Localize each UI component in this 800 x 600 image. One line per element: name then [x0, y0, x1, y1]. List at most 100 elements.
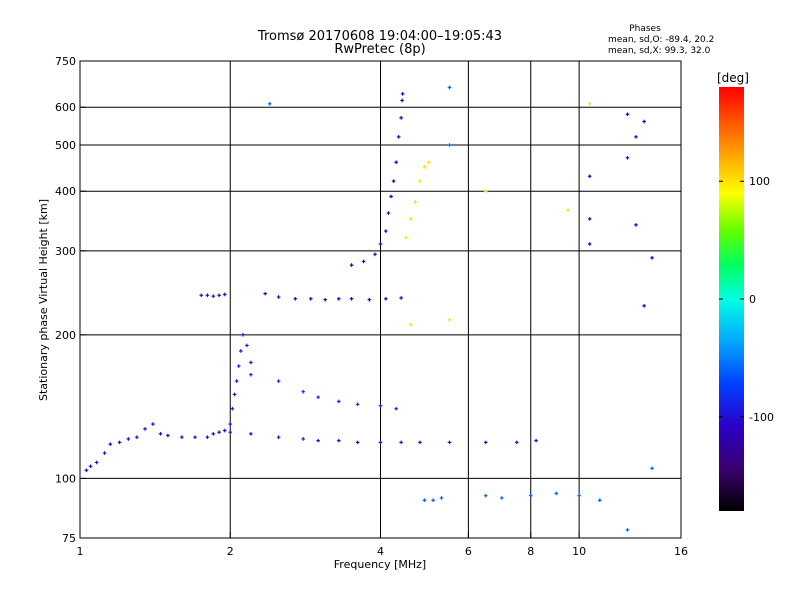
data-point — [249, 372, 253, 377]
data-point — [316, 438, 320, 443]
data-point — [84, 468, 89, 473]
data-point — [293, 296, 298, 301]
colorbar-tick-label: 100 — [749, 175, 770, 188]
data-point — [447, 318, 452, 322]
data-point — [355, 440, 360, 445]
colorbar-label: [deg] — [717, 71, 749, 85]
data-point — [422, 498, 427, 503]
y-tick-label: 200 — [55, 329, 76, 342]
data-point — [361, 259, 366, 264]
data-point — [413, 200, 418, 204]
data-point — [228, 422, 233, 426]
data-point — [205, 435, 210, 440]
data-point — [554, 491, 559, 496]
data-points — [84, 85, 654, 532]
trace — [587, 112, 654, 308]
data-point — [135, 435, 139, 440]
data-point — [394, 406, 398, 411]
y-tick-label: 400 — [55, 185, 76, 198]
colorbar — [719, 87, 744, 511]
data-point — [301, 437, 305, 441]
data-point — [447, 143, 452, 147]
data-point — [88, 464, 93, 469]
data-point — [349, 263, 354, 267]
data-point — [587, 102, 592, 106]
x-tick-label: 1 — [77, 545, 84, 558]
trace — [249, 372, 398, 411]
chart-title: Tromsø 20170608 19:04:00–19:05:43 — [257, 29, 502, 44]
data-point — [378, 403, 383, 408]
data-point — [232, 392, 237, 397]
data-point — [408, 322, 413, 327]
data-point — [211, 294, 216, 298]
data-point — [378, 440, 383, 445]
data-point — [384, 229, 388, 233]
data-point — [316, 395, 320, 399]
data-point — [239, 349, 243, 353]
data-point — [483, 189, 488, 194]
y-tick-label: 300 — [55, 245, 76, 258]
data-point — [399, 440, 403, 445]
data-point — [117, 440, 122, 445]
data-point — [399, 116, 403, 120]
data-point — [408, 217, 413, 221]
data-point — [386, 211, 391, 215]
colorbar-tick-label: -100 — [749, 411, 774, 424]
data-point — [634, 223, 638, 227]
colorbar-tick-label: 0 — [749, 293, 756, 306]
data-point — [431, 498, 435, 503]
data-point — [391, 179, 396, 183]
data-point — [230, 406, 235, 411]
data-point — [625, 528, 630, 532]
data-point — [355, 402, 360, 407]
data-point — [394, 160, 398, 165]
data-point — [634, 135, 638, 139]
data-point — [199, 293, 204, 298]
data-point — [447, 85, 452, 90]
phase-stats-o: mean, sd,O: -89.4, 20.2 — [608, 35, 714, 45]
data-point — [217, 293, 221, 298]
y-tick-label: 600 — [55, 101, 76, 114]
data-point — [276, 295, 281, 299]
data-point — [378, 242, 383, 246]
phase-stats-title: Phases — [629, 24, 661, 34]
data-point — [193, 435, 197, 440]
grid-lines — [80, 61, 681, 538]
data-point — [158, 432, 163, 436]
data-point — [373, 252, 377, 257]
data-point — [400, 98, 404, 103]
data-point — [514, 440, 519, 445]
x-axis-ticks: 1 2 4 6 8 10 16 — [77, 532, 688, 558]
data-point — [642, 119, 646, 124]
y-axis-ticks: 75 100 200 300 400 500 600 750 — [55, 55, 86, 545]
data-point — [483, 493, 488, 498]
data-point — [236, 364, 241, 368]
x-tick-label: 10 — [572, 545, 586, 558]
data-point — [337, 438, 341, 443]
phase-stats-x: mean, sd,X: 99.3, 32.0 — [608, 46, 711, 56]
data-point — [276, 435, 281, 440]
data-point — [418, 440, 422, 445]
data-point — [308, 296, 313, 301]
data-point — [396, 135, 401, 139]
data-point — [439, 496, 444, 500]
data-point — [234, 379, 239, 383]
data-point — [642, 304, 646, 308]
x-tick-label: 4 — [377, 545, 384, 558]
trace — [199, 292, 227, 298]
y-tick-label: 75 — [62, 532, 76, 545]
y-tick-label: 500 — [55, 139, 76, 152]
data-point — [625, 112, 630, 117]
data-point — [500, 496, 504, 500]
data-point — [337, 399, 341, 404]
trace — [404, 102, 592, 327]
data-point — [245, 343, 249, 348]
data-point — [650, 466, 654, 471]
chart-subtitle: RwPretec (8p) — [334, 42, 425, 57]
trace — [84, 422, 227, 473]
data-point — [528, 493, 533, 498]
x-tick-label: 2 — [227, 545, 234, 558]
data-point — [587, 174, 592, 179]
trace — [349, 92, 405, 267]
